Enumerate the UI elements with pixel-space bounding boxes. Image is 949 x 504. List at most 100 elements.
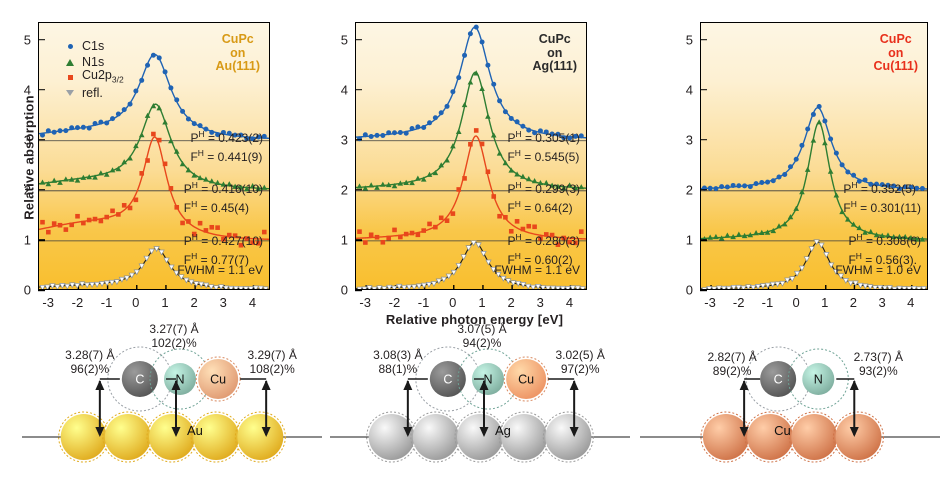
coherent-fraction-percent: 97(2)% [560,362,600,376]
x-tick-label: 1 [161,295,169,310]
f-value: = 0.301(11) [860,200,921,215]
spectra-panel-cu: CuPc on Cu(111) PH = 0.352(5) FH = 0.301(11)… [686,22,928,310]
y-tick-label: 1 [340,232,348,248]
panel-title-au: CuPc on Au(111) [216,32,260,74]
y-tick-mark [700,189,707,191]
atom-label-N: N [814,373,823,387]
p-symbol: PH [843,180,858,196]
x-tick-label: -2 [71,295,84,310]
atom-label-N: N [175,373,184,387]
y-tick-label: 2 [23,182,31,198]
p-value: = 0.305(1) [524,131,580,145]
p-symbol: PH [183,180,198,196]
filled-triangle-icon [63,58,77,66]
y-tick-mark [700,88,707,91]
structure-diagram-cu: Cu C N 2.82(7) Å 89(2)% 2.73(7) Å 93(2)% [640,330,940,504]
legend-label: Cu2p3/2 [82,68,124,88]
panel-title-line: on [230,45,246,60]
f-value: = 0.441(9) [207,149,263,164]
f-value: = 0.45(4) [200,200,249,215]
x-tick-label: -1 [417,295,430,310]
legend-label-text: refl. [82,85,103,100]
x-tick-label: -2 [388,295,401,310]
p-symbol: PH [183,232,198,248]
distance-value: 3.02(5) Å [555,348,605,362]
p-value: = 0.299(3) [524,182,580,196]
distance-annotation: 3.02(5) Å 97(2)% [534,348,626,376]
legend-label-text: N1s [82,54,105,69]
x-tick-label: 2 [507,295,515,310]
open-triangle-icon [63,90,77,97]
filled-square-icon [63,75,77,81]
y-tick-label: 4 [340,82,348,98]
panel-title-line: on [888,45,904,60]
y-tick-label: 5 [23,32,31,48]
f-symbol: FH [848,250,862,267]
y-tick-mark [355,38,362,41]
y-tick-label: 3 [23,132,31,148]
y-tick-mark [355,88,362,91]
p-value: = 0.416(10) [201,182,263,196]
panel-title-line: CuPc [538,32,571,46]
fwhm-label: FWHM = 1.1 eV [494,263,580,277]
panel-title-line: CuPc [221,32,254,46]
panel-title-cu: CuPc on Cu(111) [874,32,918,74]
y-tick-mark [355,239,362,241]
structure-diagram-au: Au C N Cu 3.28(7) Å 96(2)% 3.27(7) Å 102(2)% 3.2… [22,322,322,504]
fit-annotation: PH = 0.305(1) FH = 0.545(5) [507,127,580,164]
legend-label-sub: 3/2 [111,74,124,85]
y-tick-label: 0 [685,282,693,298]
atom-label-Cu: Cu [210,373,226,387]
y-tick-mark [355,289,362,291]
x-tick-label: 0 [132,295,140,310]
x-tick-label: 3 [878,295,886,310]
fit-annotation: PH = 0.308(6) FH = 0.56(3). [848,230,921,267]
p-value: = 0.423(2) [207,131,263,145]
f-value: = 0.545(5) [524,149,580,164]
x-tick-label: 0 [449,295,457,310]
distance-annotation: 3.29(7) Å 108(2)% [226,348,318,376]
y-tick-label: 0 [23,282,31,298]
distance-annotation: 2.82(7) Å 89(2)% [686,350,778,378]
legend-label-text: Cu2p [82,67,112,82]
spectra-panel-ag: CuPc on Ag(111) PH = 0.305(1) FH = 0.545(5) P… [341,22,587,310]
y-tick-label: 5 [340,32,348,48]
f-value: = 0.77(7) [200,252,249,267]
legend-label: C1s [82,39,104,55]
y-tick-label: 3 [340,132,348,148]
y-tick-mark [700,289,707,291]
legend-item: N1s [63,55,124,71]
f-symbol: FH [507,250,521,267]
p-symbol: PH [190,129,205,145]
y-tick-mark [38,289,45,291]
fit-annotation: PH = 0.427(10) FH = 0.77(7) [184,230,263,267]
coherent-fraction-percent: 93(2)% [858,364,898,378]
fit-annotation: PH = 0.423(2) FH = 0.441(9) [190,127,263,164]
atom-label-C: C [443,373,452,387]
f-symbol: FH [507,198,521,215]
f-symbol: FH [183,198,198,215]
legend-label: N1s [82,55,104,71]
panel-title-line: CuPc [879,32,912,46]
p-value: = 0.280(3) [524,234,580,248]
x-tick-label: 2 [190,295,198,310]
x-tick-label: 2 [849,295,858,310]
f-symbol: FH [183,250,198,267]
y-tick-label: 2 [685,182,693,198]
x-tick-label: -1 [761,295,774,310]
legend-label: refl. [82,86,103,102]
x-tick-label: -2 [732,295,745,310]
x-tick-label: -3 [42,295,54,310]
x-tick-label: 1 [478,295,486,310]
fit-annotation: PH = 0.352(5) FH = 0.301(11) [843,178,921,215]
p-value: = 0.308(6) [865,234,921,248]
legend-label-text: C1s [82,39,105,53]
distance-annotation: 3.08(3) Å 88(1)% [352,348,444,376]
x-tick-label: -1 [100,295,113,310]
substrate-label: Cu [774,423,791,438]
y-tick-label: 1 [685,232,693,248]
x-axis-label: Relative photon energy [eV] [385,312,564,327]
p-value: = 0.352(5) [860,182,916,196]
y-tick-label: 3 [685,132,693,148]
substrate-label: Ag [495,423,511,438]
